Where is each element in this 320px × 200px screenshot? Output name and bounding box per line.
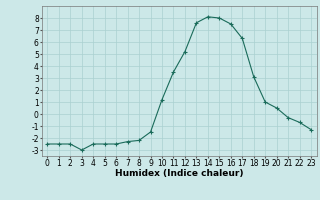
X-axis label: Humidex (Indice chaleur): Humidex (Indice chaleur) — [115, 169, 244, 178]
